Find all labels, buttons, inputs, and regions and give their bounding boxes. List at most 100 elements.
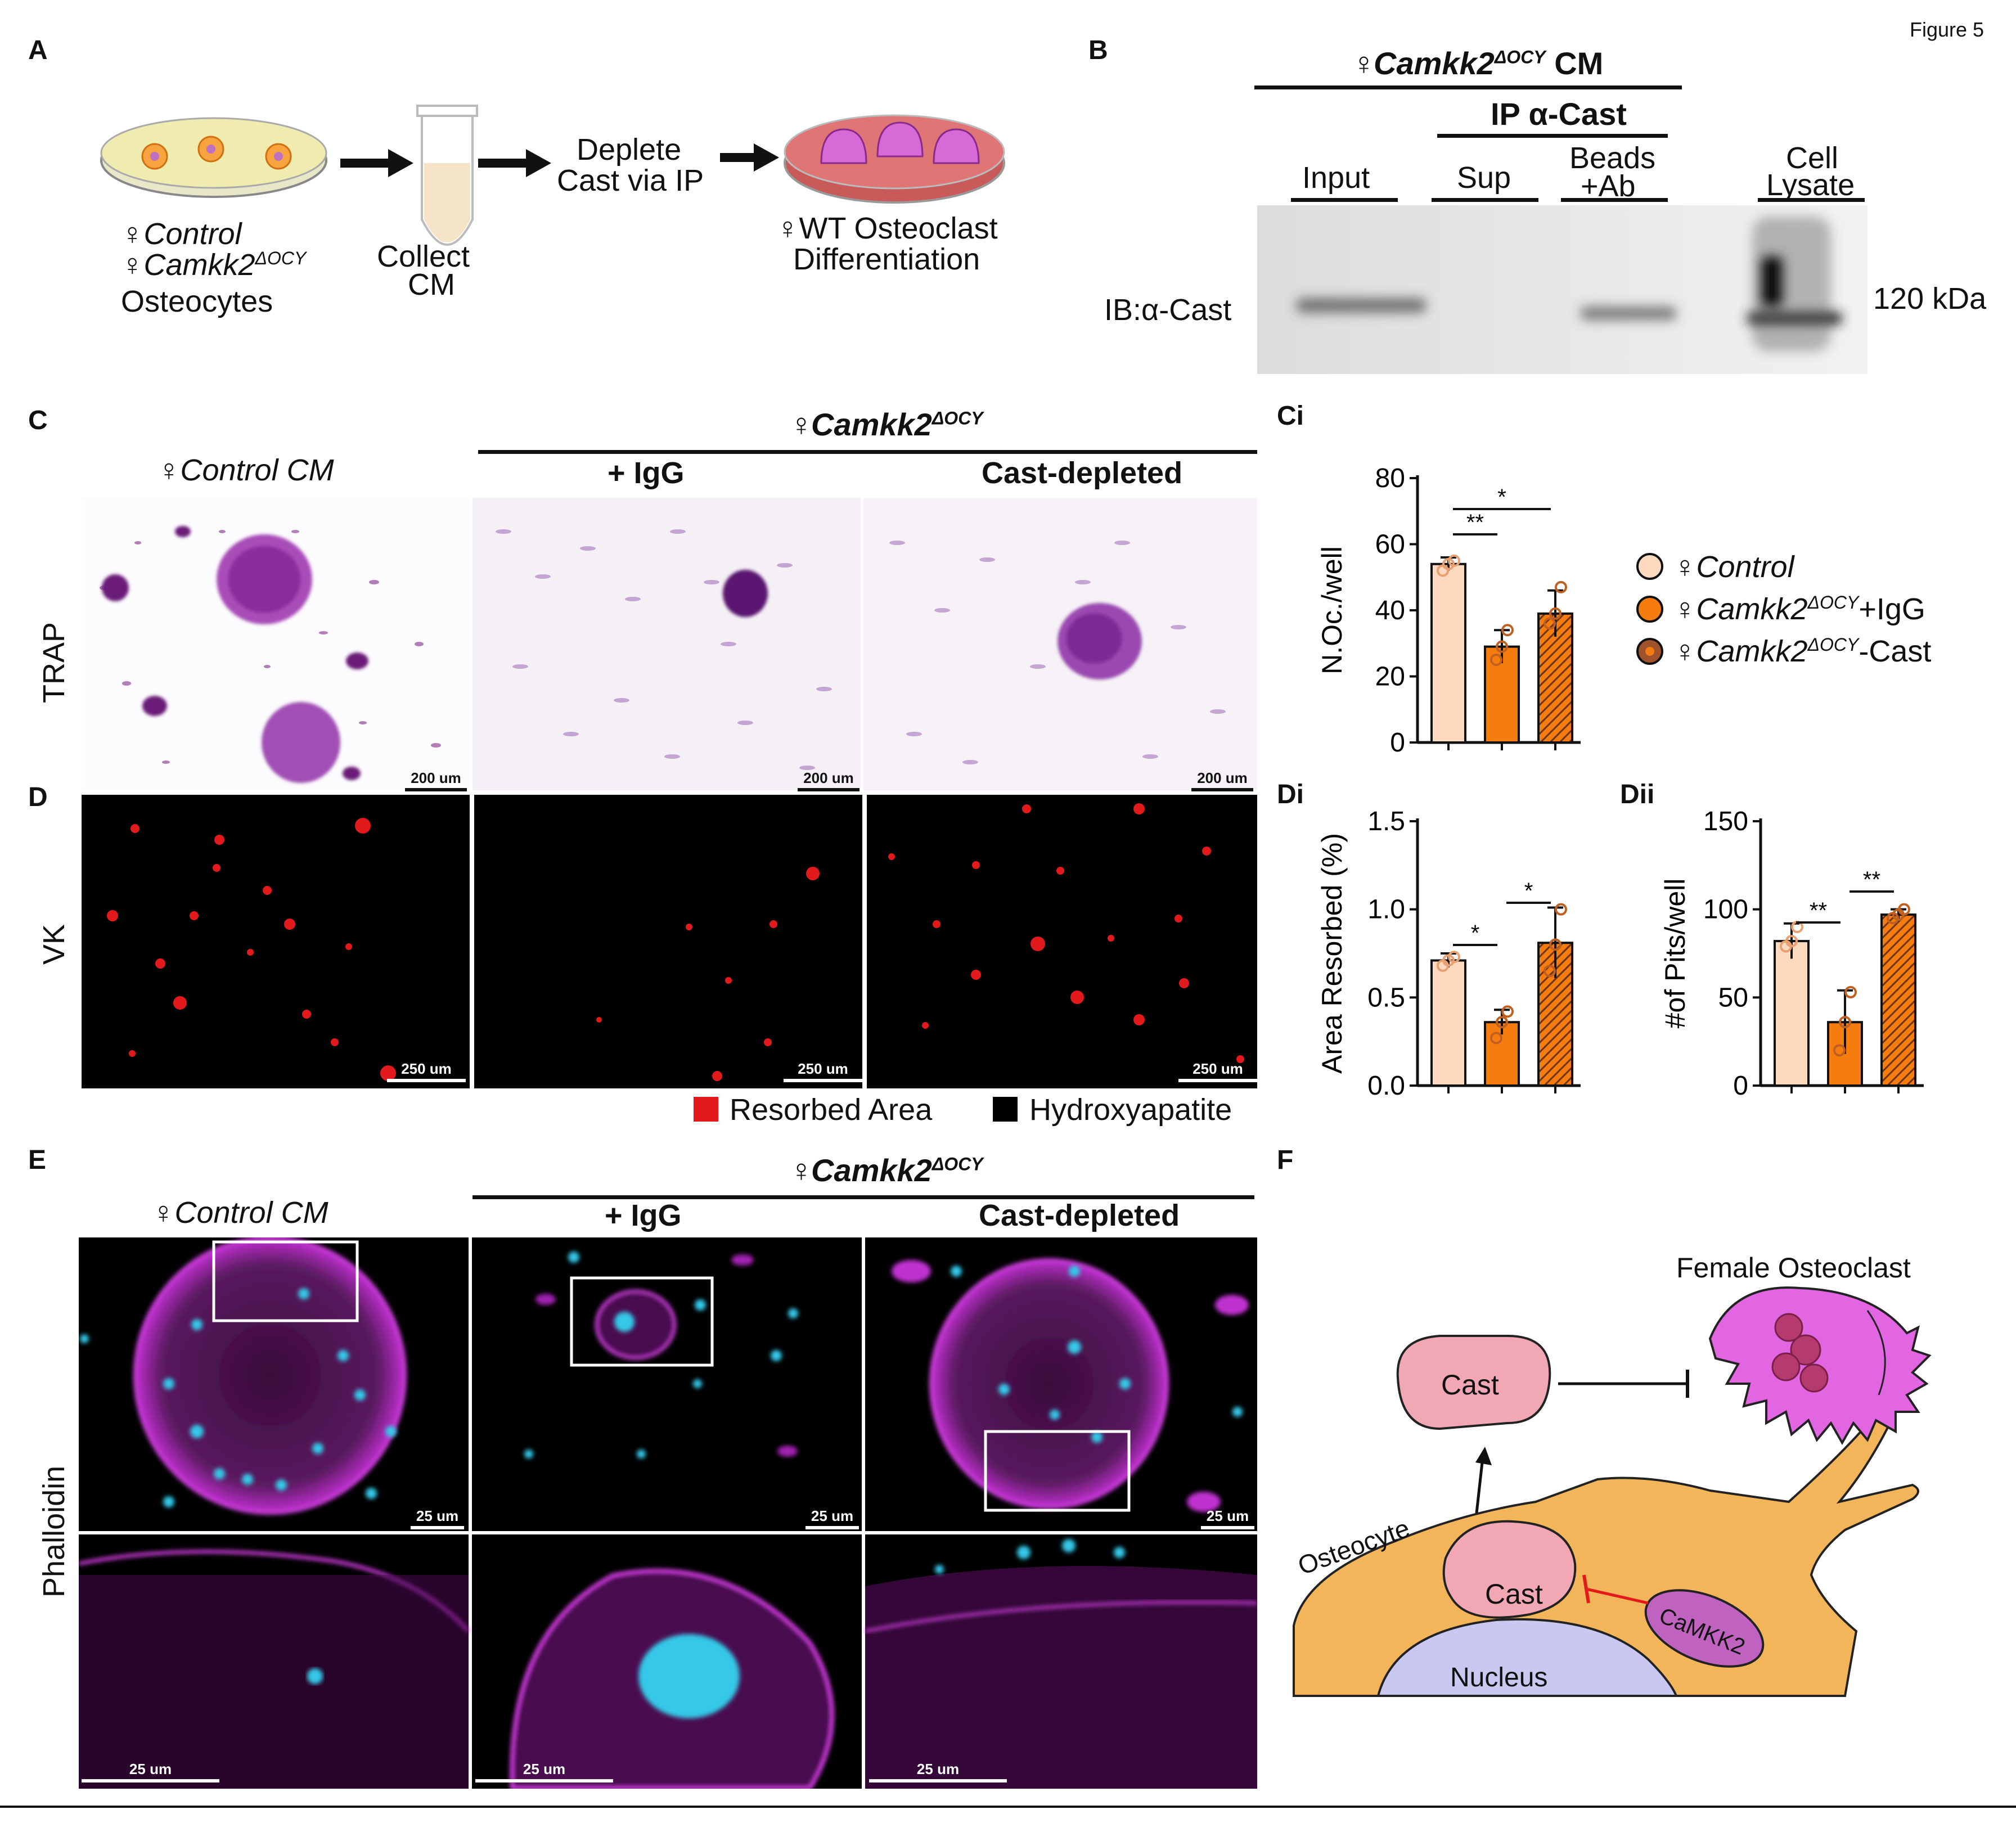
c-igg-title: + IgG — [608, 456, 685, 490]
c-cast-title: Cast-depleted — [982, 456, 1183, 490]
trap-images — [82, 498, 1257, 790]
figure-label: Figure 5 — [1910, 18, 1984, 41]
y-axis-label: N.Oc./well — [1316, 546, 1348, 674]
chart-di: Area Resorbed (%) 0.0 0.5 1.0 1.5 * * — [1316, 807, 1581, 1101]
y-tick-label: 1.5 — [1367, 807, 1405, 836]
significance-label: ** — [1863, 867, 1880, 892]
nucleus — [1376, 1618, 1678, 1697]
c-camkk2-header: ♀Camkk2ΔOCY — [788, 407, 983, 442]
bar — [1880, 913, 1916, 1087]
ip-header: IP α-Cast — [1491, 96, 1627, 132]
c-row-label-trap: TRAP — [37, 622, 71, 703]
panel-label-di: Di — [1277, 780, 1304, 809]
data-point — [1839, 1016, 1851, 1029]
panel-label-a: A — [28, 35, 48, 65]
y-tick-label: 150 — [1703, 807, 1748, 836]
data-point — [1490, 654, 1502, 667]
legend-resorbed-swatch — [694, 1097, 718, 1122]
vk-images — [82, 795, 1257, 1088]
y-tick-label: 50 — [1718, 983, 1748, 1012]
data-point — [1496, 1016, 1508, 1029]
lane-cell: Cell — [1786, 141, 1839, 175]
data-point — [1833, 1044, 1846, 1057]
inset-box — [570, 1276, 714, 1367]
data-point — [1549, 607, 1562, 620]
data-point — [1501, 624, 1514, 637]
data-point — [1555, 903, 1567, 916]
lane-sup: Sup — [1457, 161, 1511, 195]
bar — [1430, 562, 1466, 744]
panel-a-schematic — [100, 105, 1005, 246]
bar — [1774, 940, 1810, 1087]
legend-marker-igg — [1636, 596, 1663, 623]
d-scalebar-2: 250 um — [784, 1060, 862, 1082]
e-control-title: ♀Control CM — [152, 1196, 328, 1230]
bar — [1430, 959, 1466, 1087]
f-female-osteoclast: Female Osteoclast — [1676, 1252, 1911, 1284]
legend-hydroxy-label: Hydroxyapatite — [1029, 1093, 1232, 1127]
y-tick-label: 100 — [1703, 895, 1748, 925]
lane-lysate: Lysate — [1766, 168, 1855, 202]
tube-label-cm: CM — [408, 268, 455, 301]
y-tick-label: 0.5 — [1367, 983, 1405, 1012]
osteoclast-cell — [723, 570, 768, 617]
data-point — [1544, 965, 1556, 978]
panel-label-d: D — [28, 782, 48, 812]
c-scalebar-1: 200 um — [405, 769, 467, 791]
panel-label-c: C — [28, 406, 48, 435]
c-scalebar-3: 200 um — [1191, 769, 1253, 791]
camkk2-shape — [1644, 1589, 1765, 1668]
phalloidin-images — [79, 1237, 1257, 1789]
step-deplete: Deplete — [577, 133, 682, 166]
significance-label: ** — [1466, 510, 1484, 535]
d-row-label-vk: VK — [37, 924, 71, 965]
legend-resorbed-label: Resorbed Area — [730, 1093, 933, 1127]
osteoclast-cell — [929, 1258, 1169, 1509]
dish2-label-wt: ♀WT Osteoclast — [776, 211, 998, 245]
inset-box — [212, 1240, 359, 1322]
f-cast-inner: Cast — [1485, 1578, 1543, 1610]
significance-label: * — [1497, 485, 1506, 510]
lane-ab: +Ab — [1581, 169, 1636, 203]
y-axis-label: #of Pits/well — [1659, 879, 1691, 1029]
y-tick-label: 40 — [1375, 596, 1405, 625]
y-tick-label: 0 — [1390, 728, 1405, 758]
dish1-label-osteocytes: Osteocytes — [121, 285, 273, 318]
y-tick-label: 0 — [1733, 1071, 1748, 1101]
data-point — [1448, 554, 1460, 567]
legend-hydroxy-swatch — [993, 1097, 1018, 1122]
cast-inner-shape — [1442, 1520, 1577, 1619]
data-point — [1496, 640, 1508, 653]
cast-top-shape — [1396, 1335, 1551, 1430]
y-tick-label: 0.0 — [1367, 1071, 1405, 1101]
y-tick-label: 1.0 — [1367, 895, 1405, 925]
lane-input: Input — [1302, 161, 1370, 195]
d-scalebar-3: 250 um — [1178, 1060, 1257, 1082]
inset-box — [984, 1430, 1131, 1512]
step-cast-via-ip: Cast via IP — [557, 164, 704, 197]
significance-label: ** — [1810, 898, 1827, 923]
tube-label-collect: Collect — [377, 240, 470, 273]
dish1-label-control: ♀Control — [121, 217, 242, 251]
legend-igg-label: ♀Camkk2ΔOCY+IgG — [1673, 592, 1925, 626]
e-camkk2-header: ♀Camkk2ΔOCY — [788, 1153, 983, 1188]
legend-cast-label: ♀Camkk2ΔOCY-Cast — [1673, 634, 1932, 668]
chart-dii: #of Pits/well 0 50 100 150 ** ** — [1659, 807, 1924, 1101]
legend-marker-control — [1636, 553, 1663, 580]
f-cast-top: Cast — [1441, 1369, 1499, 1401]
data-point — [1549, 938, 1562, 951]
chart-legend-markers — [1636, 553, 1663, 665]
e-row-label-phalloidin: Phalloidin — [37, 1465, 71, 1597]
data-point — [1844, 985, 1857, 998]
e-igg-title: + IgG — [605, 1199, 682, 1232]
dish1-label-camkk2: ♀Camkk2ΔOCY — [121, 248, 307, 282]
data-point — [1490, 1032, 1502, 1045]
legend-control-label: ♀Control — [1673, 550, 1794, 584]
y-tick-label: 60 — [1375, 530, 1405, 560]
model-diagram — [1293, 1286, 1932, 1697]
data-point — [1448, 951, 1460, 964]
data-point — [1898, 903, 1910, 916]
f-nucleus: Nucleus — [1450, 1663, 1548, 1693]
y-tick-label: 20 — [1375, 662, 1405, 692]
